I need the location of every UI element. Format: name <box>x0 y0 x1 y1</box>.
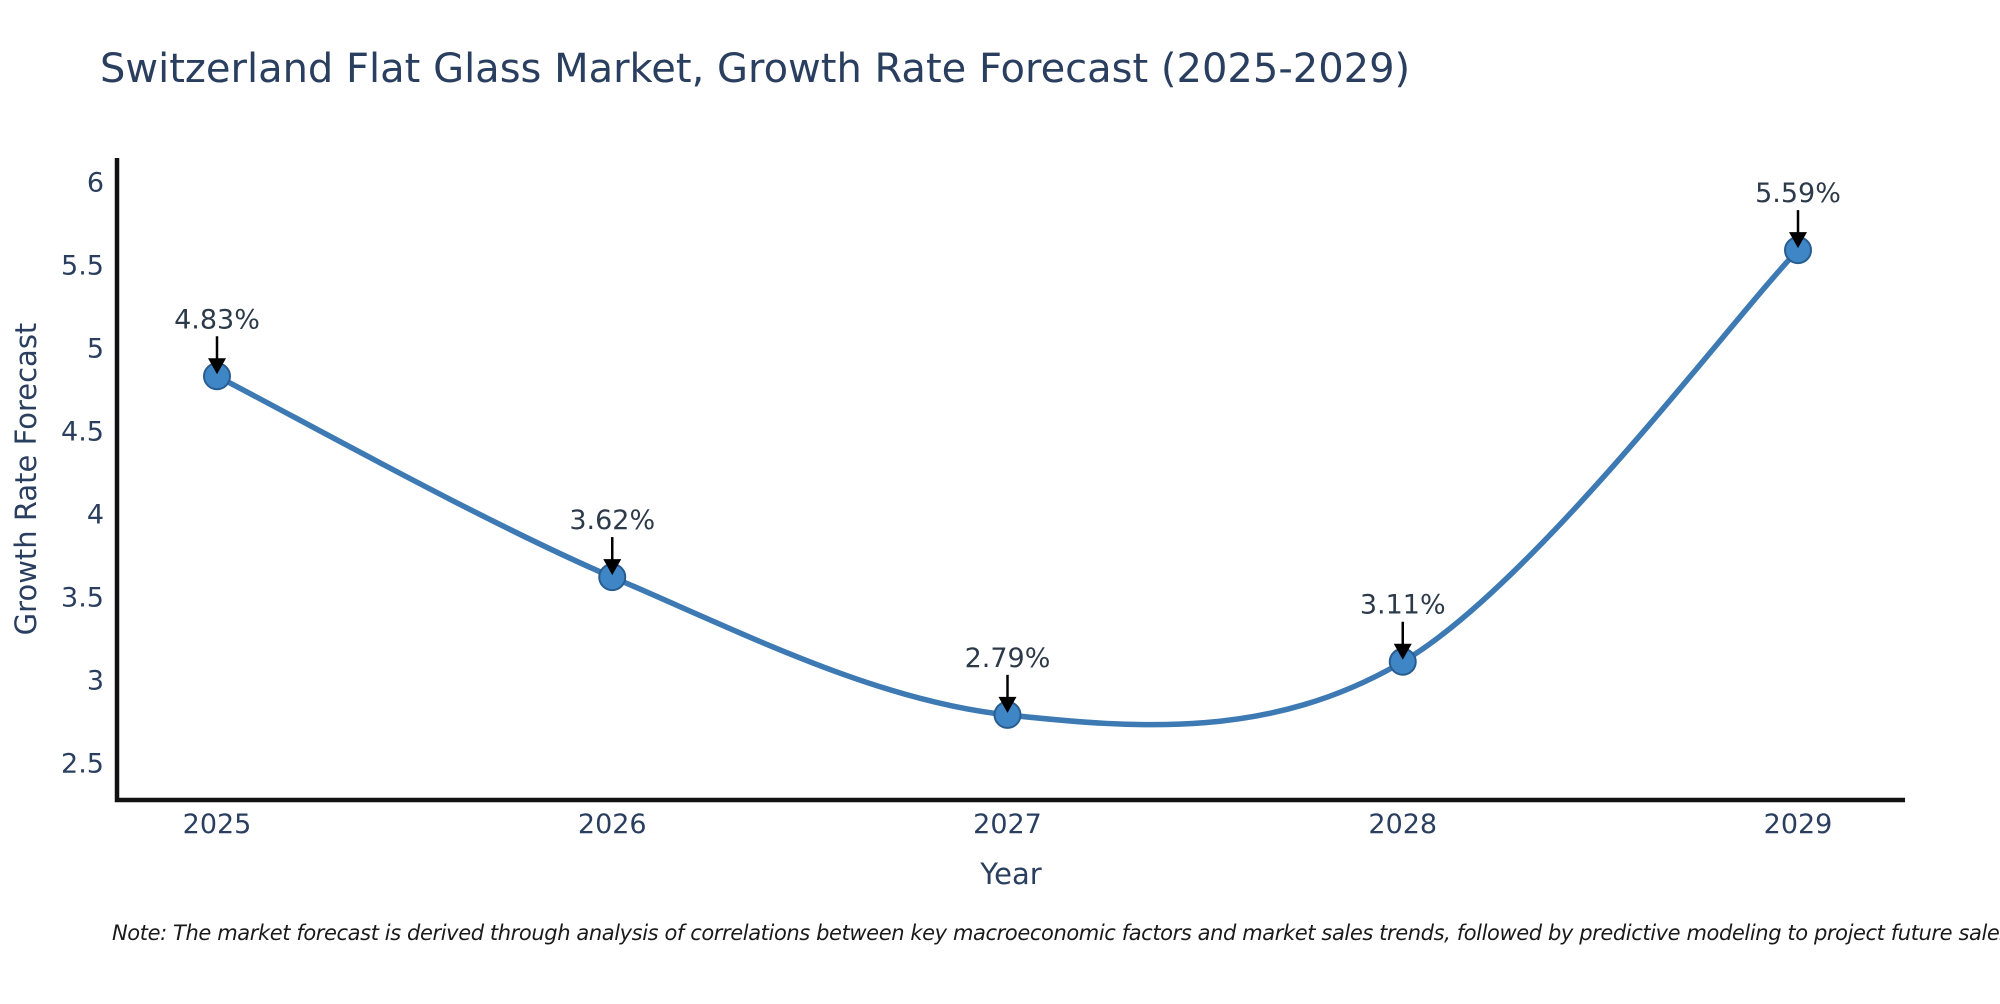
annotation-label: 3.11% <box>1360 590 1446 621</box>
annotation-arrowhead-icon <box>1393 643 1412 660</box>
annotation-arrowhead-icon <box>1789 232 1807 249</box>
y-tick-label: 2.5 <box>61 748 104 779</box>
x-tick-label: 2028 <box>1368 809 1437 840</box>
point-annotation: 5.59% <box>1755 178 1841 249</box>
annotation-label: 3.62% <box>569 505 655 536</box>
x-tick-label: 2027 <box>973 809 1042 840</box>
point-annotation: 3.11% <box>1360 590 1446 660</box>
annotation-arrowhead-icon <box>998 696 1017 713</box>
chart-title: Switzerland Flat Glass Market, Growth Ra… <box>100 46 1410 92</box>
annotation-label: 2.79% <box>965 643 1051 674</box>
y-tick-label: 6 <box>87 168 104 199</box>
plot-area: 2.5 3 3.5 4 4.5 5 5.5 6 2025 2026 2027 2028 2029 4.83… <box>61 158 1905 840</box>
y-tick-label: 3 <box>87 665 104 696</box>
y-tick-label: 5.5 <box>61 251 104 282</box>
y-tick-label: 3.5 <box>61 583 104 614</box>
annotation-label: 4.83% <box>174 304 260 335</box>
point-annotation: 3.62% <box>569 505 655 576</box>
y-tick-label: 4 <box>87 500 104 531</box>
y-tick-label: 5 <box>87 334 104 365</box>
footnote: Note: The market forecast is derived thr… <box>112 921 2000 945</box>
annotation-arrowhead-icon <box>208 358 226 375</box>
x-tick-label: 2026 <box>578 809 647 840</box>
annotation-label: 5.59% <box>1755 178 1841 209</box>
axis-spines <box>114 158 1905 803</box>
point-annotation: 2.79% <box>965 643 1051 713</box>
y-axis-title: Growth Rate Forecast <box>9 323 43 636</box>
x-tick-label: 2025 <box>183 809 252 840</box>
annotation-arrowhead-icon <box>603 559 622 576</box>
y-tick-label: 4.5 <box>61 417 104 448</box>
x-axis-title: Year <box>979 857 1041 891</box>
x-tick-label: 2029 <box>1764 809 1833 840</box>
point-annotation: 4.83% <box>174 304 260 375</box>
